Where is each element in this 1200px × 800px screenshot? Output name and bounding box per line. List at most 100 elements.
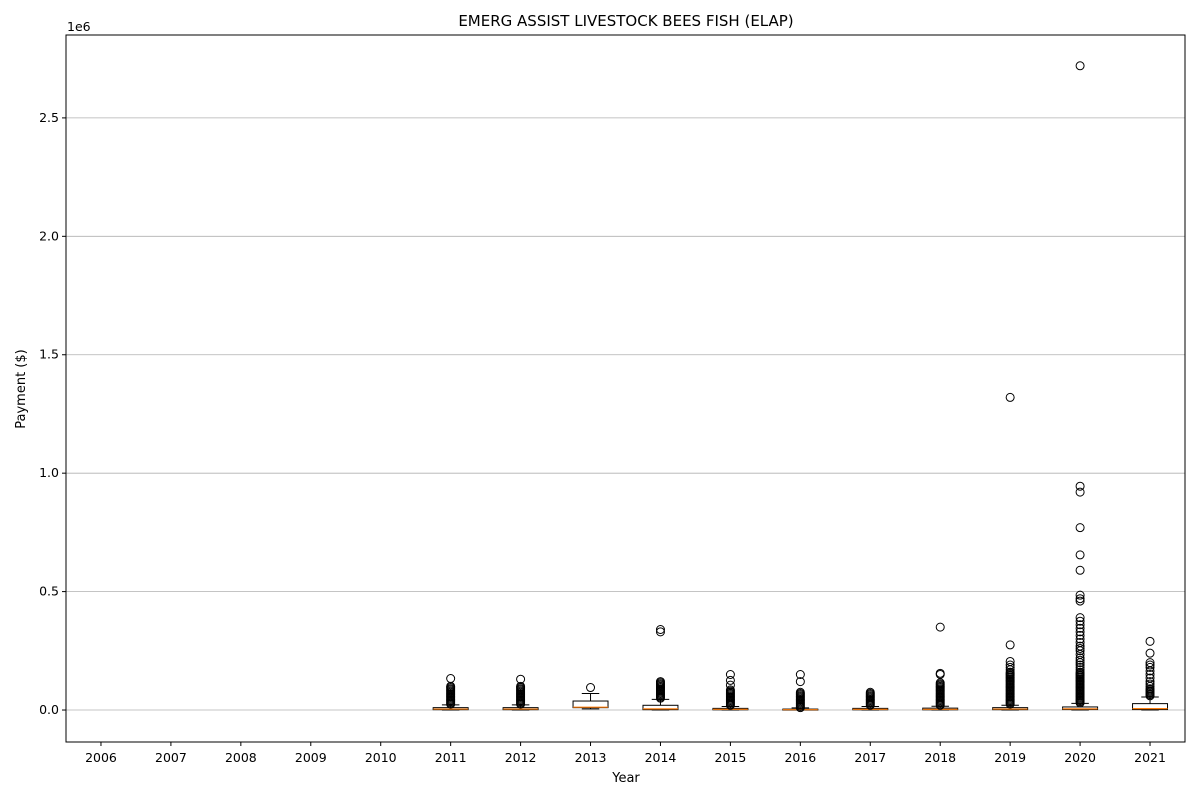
outlier-point: [935, 668, 945, 678]
x-tick-label: 2013: [575, 750, 607, 765]
iqr-box: [642, 704, 679, 711]
y-axis-scale-label: 1e6: [67, 19, 91, 34]
x-tick-label: 2010: [365, 750, 397, 765]
box-2015: [712, 669, 749, 711]
outlier-point: [1075, 665, 1085, 675]
box-2012: [502, 674, 539, 711]
outlier-point: [725, 669, 735, 679]
outlier-point: [1075, 616, 1085, 626]
outlier-point: [1075, 667, 1085, 677]
outlier-point: [1075, 487, 1085, 497]
x-tick-label: 2019: [994, 750, 1026, 765]
y-tick-label: 2.0: [39, 228, 59, 243]
outlier-point: [1075, 523, 1085, 533]
outlier-point: [1145, 636, 1155, 646]
box-2014: [642, 624, 679, 711]
outlier-point: [1005, 640, 1015, 650]
box-2013: [572, 683, 609, 710]
chart-title: EMERG ASSIST LIVESTOCK BEES FISH (ELAP): [458, 12, 793, 30]
outlier-point: [865, 687, 875, 697]
box-2011: [432, 674, 469, 711]
outlier-point: [1075, 596, 1085, 606]
x-tick-label: 2012: [505, 750, 537, 765]
outlier-point: [1005, 392, 1015, 402]
outlier-point: [655, 677, 665, 687]
outlier-point: [1075, 638, 1085, 648]
outlier-point: [1145, 677, 1155, 687]
outlier-point: [1075, 550, 1085, 560]
outlier-point: [725, 680, 735, 690]
y-tick-label: 0.5: [39, 584, 59, 599]
outlier-point: [1075, 655, 1085, 665]
outlier-point: [935, 622, 945, 632]
outlier-point: [446, 674, 456, 684]
x-tick-label: 2020: [1064, 750, 1096, 765]
outlier-point: [1005, 662, 1015, 672]
box-2016: [782, 669, 819, 713]
outlier-point: [1145, 669, 1155, 679]
outlier-point: [1075, 61, 1085, 71]
box-2021: [1132, 636, 1169, 711]
x-tick-label: 2009: [295, 750, 327, 765]
box-series: [432, 61, 1169, 713]
outlier-point: [1145, 658, 1155, 668]
x-tick-label: 2011: [435, 750, 467, 765]
outlier-point: [795, 669, 805, 679]
outlier-point: [1145, 662, 1155, 672]
outlier-point: [516, 681, 526, 691]
outlier-point: [725, 675, 735, 685]
axis-ticks: 0.0 0.5 1.0 1.5 2.0 2.5 2006 2007 2008 2009 2010 20…: [39, 110, 1166, 765]
x-axis-label: Year: [611, 771, 640, 786]
outlier-point: [1075, 481, 1085, 491]
x-tick-label: 2018: [924, 750, 956, 765]
outlier-point: [1075, 565, 1085, 575]
outlier-point: [1005, 660, 1015, 670]
outlier-point: [1075, 660, 1085, 670]
y-tick-label: 2.5: [39, 110, 59, 125]
box-2018: [922, 622, 959, 711]
outlier-point: [1145, 684, 1155, 694]
outlier-point: [1075, 627, 1085, 637]
outlier-point: [655, 627, 665, 637]
x-tick-label: 2006: [85, 750, 117, 765]
outlier-point: [1145, 648, 1155, 658]
x-tick-label: 2014: [645, 750, 677, 765]
outlier-point: [1075, 653, 1085, 663]
plot-area-frame: [65, 34, 1186, 743]
outlier-point: [655, 624, 665, 634]
outlier-point: [1005, 667, 1015, 677]
outlier-point: [795, 677, 805, 687]
outlier-point: [1075, 613, 1085, 623]
x-tick-label: 2015: [715, 750, 747, 765]
outlier-point: [1075, 594, 1085, 604]
outlier-point: [1145, 660, 1155, 670]
outlier-point: [1005, 656, 1015, 666]
outlier-point: [1075, 662, 1085, 672]
box-2020: [1062, 61, 1099, 711]
x-tick-label: 2008: [225, 750, 257, 765]
outlier-point: [1075, 620, 1085, 630]
outlier-point: [1075, 641, 1085, 651]
outlier-point: [1075, 630, 1085, 640]
outlier-point: [1075, 590, 1085, 600]
iqr-box: [1132, 703, 1169, 711]
box-2019: [992, 392, 1029, 711]
x-tick-label: 2007: [155, 750, 187, 765]
y-tick-label: 0.0: [39, 702, 59, 717]
y-axis-label: Payment ($): [14, 349, 29, 428]
y-tick-label: 1.0: [39, 465, 59, 480]
outlier-point: [1075, 643, 1085, 653]
outlier-point: [516, 674, 526, 684]
outlier-point: [795, 687, 805, 697]
outlier-point: [1145, 673, 1155, 683]
outlier-point: [1075, 623, 1085, 633]
x-tick-label: 2021: [1134, 750, 1166, 765]
outlier-point: [1145, 679, 1155, 689]
x-tick-label: 2017: [854, 750, 886, 765]
x-tick-label: 2016: [784, 750, 816, 765]
outlier-point: [1075, 634, 1085, 644]
y-tick-label: 1.5: [39, 347, 59, 362]
box-2017: [852, 687, 889, 711]
